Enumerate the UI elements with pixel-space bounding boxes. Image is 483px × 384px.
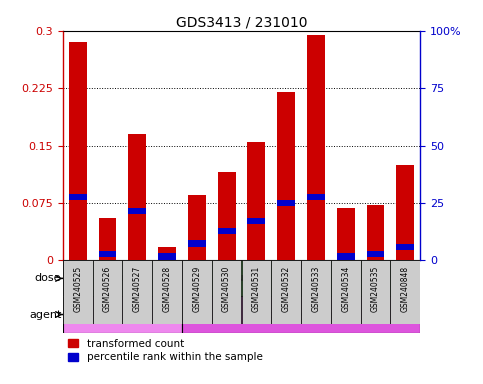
Bar xyxy=(99,218,116,260)
Text: GSM240533: GSM240533 xyxy=(312,265,320,312)
Text: GSM240530: GSM240530 xyxy=(222,265,231,312)
Bar xyxy=(271,260,301,324)
Bar xyxy=(277,200,295,206)
Text: GSM240525: GSM240525 xyxy=(73,265,82,312)
Bar xyxy=(301,260,331,324)
Bar xyxy=(99,251,116,257)
Bar xyxy=(397,165,414,260)
Bar xyxy=(122,260,152,324)
Bar xyxy=(277,92,295,260)
Text: 100 um/L: 100 um/L xyxy=(334,273,387,283)
Text: dose: dose xyxy=(35,273,61,283)
Bar xyxy=(367,205,384,260)
Legend: transformed count, percentile rank within the sample: transformed count, percentile rank withi… xyxy=(68,339,263,362)
Text: homocysteine: homocysteine xyxy=(262,310,340,319)
Bar xyxy=(69,194,86,200)
Text: GSM240526: GSM240526 xyxy=(103,265,112,312)
Bar xyxy=(188,195,206,260)
Text: 10 um/L: 10 um/L xyxy=(219,273,264,283)
Text: GSM240848: GSM240848 xyxy=(401,265,410,311)
Text: agent: agent xyxy=(29,310,61,319)
Bar xyxy=(158,247,176,260)
Bar xyxy=(307,194,325,200)
Bar xyxy=(218,172,236,260)
Bar xyxy=(367,251,384,257)
Text: GSM240529: GSM240529 xyxy=(192,265,201,312)
Bar xyxy=(182,296,420,333)
Bar xyxy=(247,217,265,223)
Text: 0 um/L: 0 um/L xyxy=(103,273,142,283)
Bar xyxy=(158,253,176,260)
Bar xyxy=(218,228,236,234)
Bar xyxy=(397,243,414,250)
Text: GSM240532: GSM240532 xyxy=(282,265,291,312)
Text: GSM240531: GSM240531 xyxy=(252,265,261,312)
Bar xyxy=(390,260,420,324)
Bar xyxy=(128,208,146,214)
Bar xyxy=(337,208,355,260)
Bar xyxy=(337,253,355,260)
Bar xyxy=(93,260,122,324)
Bar xyxy=(247,142,265,260)
Bar xyxy=(212,260,242,324)
Bar xyxy=(331,260,361,324)
Bar xyxy=(128,134,146,260)
Text: GSM240527: GSM240527 xyxy=(133,265,142,312)
Bar xyxy=(69,42,86,260)
Bar xyxy=(307,35,325,260)
Bar xyxy=(242,260,271,324)
Text: GSM240534: GSM240534 xyxy=(341,265,350,312)
Bar xyxy=(63,260,93,324)
Text: GSM240535: GSM240535 xyxy=(371,265,380,312)
Text: GSM240528: GSM240528 xyxy=(163,265,171,311)
Title: GDS3413 / 231010: GDS3413 / 231010 xyxy=(176,16,307,30)
Bar xyxy=(182,260,212,324)
Bar xyxy=(361,260,390,324)
Bar xyxy=(188,240,206,247)
Bar xyxy=(63,260,182,296)
Bar xyxy=(301,260,420,296)
Bar xyxy=(182,260,301,296)
Bar xyxy=(63,296,182,333)
Bar xyxy=(152,260,182,324)
Text: control: control xyxy=(103,310,142,319)
